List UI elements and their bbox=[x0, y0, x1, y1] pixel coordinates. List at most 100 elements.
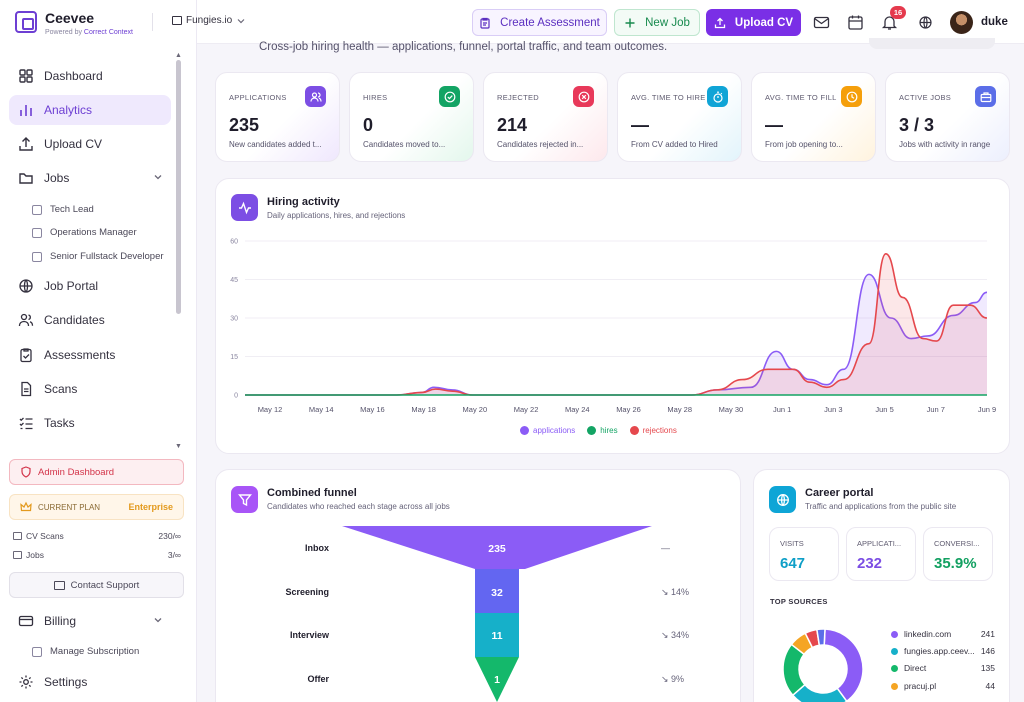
kpi-card-applications[interactable]: APPLICATIONS 235 New candidates added t... bbox=[215, 72, 340, 162]
stopwatch-icon bbox=[707, 86, 728, 107]
y-tick-label: 0 bbox=[234, 393, 238, 400]
top-sources-donut-chart bbox=[782, 628, 864, 702]
sidebar-item-assessments[interactable]: Assessments bbox=[9, 340, 171, 370]
username[interactable]: duke bbox=[981, 16, 1008, 28]
sidebar-item-analytics[interactable]: Analytics bbox=[9, 95, 171, 125]
upload-icon bbox=[714, 17, 726, 28]
funnel-stage-label: Interview bbox=[289, 630, 329, 640]
document-icon bbox=[32, 204, 42, 215]
sidebar-job-senior-fullstack[interactable]: Senior Fullstack Developer bbox=[32, 251, 164, 262]
portal-kpi-2[interactable]: CONVERSI... 35.9% bbox=[923, 527, 993, 581]
sidebar-scrollbar[interactable] bbox=[176, 60, 181, 314]
chevron-down-icon[interactable] bbox=[153, 615, 163, 625]
scroll-up-arrow-icon[interactable]: ▲ bbox=[175, 52, 182, 59]
kpi-value: 3 / 3 bbox=[899, 115, 935, 135]
kpi-card-avg-time-to-fill[interactable]: AVG. TIME TO FILL — From job opening to... bbox=[751, 72, 876, 162]
sidebar-item-dashboard[interactable]: Dashboard bbox=[9, 61, 171, 91]
sidebar-item-scans[interactable]: Scans bbox=[9, 374, 171, 404]
users-icon bbox=[305, 86, 326, 107]
kpi-description: New candidates added t... bbox=[229, 140, 322, 149]
sidebar-item-billing[interactable]: Billing bbox=[9, 606, 171, 636]
legend-dot bbox=[629, 426, 639, 435]
sidebar-item-tasks[interactable]: Tasks bbox=[9, 408, 171, 438]
donut-slice[interactable] bbox=[816, 628, 826, 647]
kpi-card-hires[interactable]: HIRES 0 Candidates moved to... bbox=[349, 72, 474, 162]
portal-kpi-0[interactable]: VISITS 647 bbox=[769, 527, 839, 581]
x-tick-label: Jun 5 bbox=[875, 405, 893, 414]
kpi-label: AVG. TIME TO HIRE bbox=[631, 93, 706, 102]
sidebar-item-candidates[interactable]: Candidates bbox=[9, 305, 171, 335]
applications-line bbox=[245, 273, 988, 396]
kpi-description: Jobs with activity in range bbox=[899, 140, 991, 149]
x-tick-label: May 26 bbox=[616, 405, 641, 414]
avatar[interactable] bbox=[950, 11, 973, 34]
source-dot bbox=[891, 682, 898, 690]
legend-rejections[interactable]: rejections bbox=[629, 426, 677, 435]
page-subtitle: Cross-job hiring health — applications, … bbox=[259, 41, 668, 53]
x-tick-label: May 18 bbox=[411, 405, 436, 414]
create-assessment-button[interactable]: Create Assessment bbox=[472, 9, 607, 36]
kpi-value: 235 bbox=[229, 115, 260, 135]
chart-legend: applications hires rejections bbox=[520, 426, 677, 435]
sidebar-item-upload-cv[interactable]: Upload CV bbox=[9, 129, 171, 159]
mail-icon bbox=[53, 580, 65, 590]
funnel-stage-inbox[interactable] bbox=[342, 526, 652, 569]
contact-support-button[interactable]: Contact Support bbox=[9, 572, 184, 598]
hiring-activity-title: Hiring activity bbox=[267, 196, 340, 208]
sidebar-item-job-portal[interactable]: Job Portal bbox=[9, 271, 171, 301]
mail-icon[interactable] bbox=[813, 14, 830, 31]
funnel-stage-interview[interactable] bbox=[475, 613, 519, 657]
sidebar-item-settings[interactable]: Settings bbox=[9, 667, 171, 697]
x-tick-label: May 20 bbox=[463, 405, 488, 414]
kpi-value: 214 bbox=[497, 115, 528, 135]
source-item: Direct 135 bbox=[891, 663, 995, 673]
admin-dashboard-button[interactable]: Admin Dashboard bbox=[9, 459, 184, 485]
upload-cv-button[interactable]: Upload CV bbox=[706, 9, 801, 36]
document-icon bbox=[18, 381, 34, 397]
funnel-stage-conversion: ↘ 14% bbox=[661, 587, 690, 597]
hiring-activity-panel bbox=[215, 178, 1010, 454]
sidebar-job-tech-lead[interactable]: Tech Lead bbox=[32, 204, 94, 215]
sidebar-item-label: Candidates bbox=[44, 313, 105, 327]
chevron-down-icon[interactable] bbox=[153, 172, 163, 182]
brand-name: Ceevee bbox=[45, 10, 95, 26]
folder-icon bbox=[13, 551, 22, 559]
source-item: pracuj.pl 44 bbox=[891, 681, 995, 691]
clipboard-check-icon bbox=[18, 347, 34, 363]
sidebar-job-operations-manager[interactable]: Operations Manager bbox=[32, 227, 137, 238]
kpi-card-rejected[interactable]: REJECTED 214 Candidates rejected in... bbox=[483, 72, 608, 162]
kpi-description: Candidates moved to... bbox=[363, 140, 446, 149]
portal-kpi-1[interactable]: APPLICATI... 232 bbox=[846, 527, 916, 581]
quota-cv-scans: CV Scans 230/∞ bbox=[13, 531, 181, 541]
top-sources-label: TOP SOURCES bbox=[770, 597, 828, 606]
kpi-label: HIRES bbox=[363, 93, 388, 102]
legend-applications[interactable]: applications bbox=[520, 426, 575, 435]
funnel-stage-screening[interactable] bbox=[475, 569, 519, 613]
kpi-card-active-jobs[interactable]: ACTIVE JOBS 3 / 3 Jobs with activity in ra… bbox=[885, 72, 1010, 162]
kpi-label: AVG. TIME TO FILL bbox=[765, 93, 837, 102]
funnel-stage-value: 1 bbox=[494, 674, 500, 686]
sidebar-manage-subscription[interactable]: Manage Subscription bbox=[32, 646, 139, 657]
kpi-card-avg-time-to-hire[interactable]: AVG. TIME TO HIRE — From CV added to Hired bbox=[617, 72, 742, 162]
date-range-control[interactable] bbox=[869, 38, 995, 49]
funnel-stage-offer[interactable] bbox=[475, 657, 519, 702]
kpi-value: 0 bbox=[363, 115, 374, 135]
scroll-down-arrow-icon[interactable]: ▼ bbox=[175, 443, 182, 450]
source-dot bbox=[891, 630, 898, 638]
donut-slice[interactable] bbox=[823, 628, 864, 702]
ceevee-logo-icon[interactable] bbox=[15, 11, 37, 33]
sidebar: Ceevee Powered by Correct Context Dashbo… bbox=[0, 0, 197, 702]
building-icon bbox=[172, 16, 182, 25]
source-item: fungies.app.ceev... 146 bbox=[891, 646, 995, 656]
workspace-switcher[interactable]: Fungies.io bbox=[172, 15, 246, 26]
document-icon bbox=[32, 227, 42, 238]
globe-icon[interactable] bbox=[917, 14, 934, 31]
calendar-icon[interactable] bbox=[847, 14, 864, 31]
new-job-button[interactable]: New Job bbox=[614, 9, 700, 36]
funnel-title: Combined funnel bbox=[267, 487, 357, 499]
legend-hires[interactable]: hires bbox=[587, 426, 618, 435]
kpi-description: From job opening to... bbox=[765, 140, 843, 149]
sidebar-item-jobs[interactable]: Jobs bbox=[9, 163, 171, 193]
kpi-label: ACTIVE JOBS bbox=[899, 93, 952, 102]
